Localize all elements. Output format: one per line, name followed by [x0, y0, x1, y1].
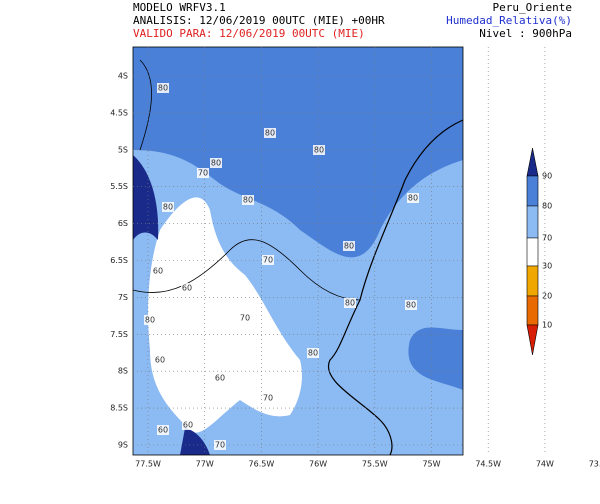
contour-label-bg	[405, 300, 417, 310]
lon-label: 76W	[309, 460, 327, 469]
variable: Humedad_Relativa(%)	[446, 14, 572, 27]
colorbar-label: 20	[542, 292, 552, 301]
contour-label: 80	[406, 301, 416, 310]
contour-label-bg	[144, 315, 156, 325]
region: Peru_Oriente	[493, 1, 572, 14]
map-field	[133, 47, 463, 455]
colorbar-segment	[526, 175, 539, 207]
contour-label-bg	[210, 158, 222, 168]
lat-label: 6.5S	[110, 256, 128, 265]
contour-label: 80	[158, 84, 168, 93]
contour-label: 60	[153, 267, 163, 276]
lon-label: 75.5W	[362, 460, 388, 469]
colorbar-segment	[526, 295, 539, 326]
border	[327, 119, 463, 455]
contour-label-bg	[152, 266, 164, 276]
colorbar-segment	[526, 324, 539, 356]
contour-label-bg	[242, 195, 254, 205]
contour-label: 70	[215, 441, 225, 450]
valid-time: VALIDO PARA: 12/06/2019 00UTC (MIE)	[133, 27, 365, 40]
contour-label-bg	[407, 193, 419, 203]
colorbar-segment	[526, 265, 539, 297]
colorbar-segment	[526, 237, 539, 267]
contour-label: 70	[263, 256, 273, 265]
contour-label: 80	[163, 203, 173, 212]
contour-label: 70	[198, 169, 208, 178]
field-above-90	[133, 155, 159, 240]
lat-label: 8.5S	[110, 404, 128, 413]
colorbar-label: 70	[542, 234, 552, 243]
contour-label: 70	[240, 314, 250, 323]
contour-label-bg	[239, 313, 251, 323]
colorbar-segment	[526, 147, 539, 177]
lat-label: 9S	[118, 441, 128, 450]
contour-label-bg	[157, 425, 169, 435]
contour-label-bg	[307, 348, 319, 358]
contour-label: 80	[408, 194, 418, 203]
border	[133, 239, 361, 301]
contour-label-bg	[313, 145, 325, 155]
lat-label: 4.5S	[110, 108, 128, 117]
colorbar-label: 90	[542, 172, 552, 181]
contour-label: 80	[344, 242, 354, 251]
border	[139, 59, 152, 151]
contour-label-bg	[162, 202, 174, 212]
lon-label: 77W	[196, 460, 214, 469]
contour-label: 80	[345, 299, 355, 308]
lat-label: 5S	[118, 145, 128, 154]
contour-label: 80	[211, 159, 221, 168]
field-below-70	[148, 197, 302, 433]
level: Nivel : 900hPa	[479, 27, 572, 40]
lat-label: 4S	[118, 72, 128, 81]
model: MODELO WRFV3.1	[133, 1, 226, 14]
lat-label: 8S	[118, 367, 128, 376]
contour-label: 60	[215, 374, 225, 383]
contour-label: 80	[243, 196, 253, 205]
contour-label: 70	[263, 394, 273, 403]
contour-label-bg	[182, 420, 194, 430]
contour-label-bg	[262, 255, 274, 265]
contour-label-bg	[214, 373, 226, 383]
contour-label: 60	[155, 356, 165, 365]
contour-label: 80	[145, 316, 155, 325]
contour-label-bg	[181, 283, 193, 293]
lon-label: 74W	[536, 460, 554, 469]
analysis: ANALISIS: 12/06/2019 00UTC (MIE) +00HR	[133, 14, 385, 27]
contour-label-bg	[157, 83, 169, 93]
contour-label: 80	[308, 349, 318, 358]
lon-label: 77.5W	[135, 460, 161, 469]
lon-label: 76.5W	[249, 460, 275, 469]
contour-label-bg	[264, 128, 276, 138]
contour-label-bg	[262, 393, 274, 403]
lon-label: 73.5W	[589, 460, 600, 469]
contour-label: 60	[158, 426, 168, 435]
contour-label-bg	[344, 298, 356, 308]
lon-label: 75W	[422, 460, 440, 469]
contour-label: 60	[182, 284, 192, 293]
colorbar-label: 30	[542, 262, 552, 271]
contour-label: 80	[314, 146, 324, 155]
colorbar-segment	[526, 205, 539, 239]
contour-label-bg	[154, 355, 166, 365]
colorbar-label: 10	[542, 321, 552, 330]
contour-label: 60	[183, 421, 193, 430]
contour-label-bg	[197, 168, 209, 178]
lat-label: 6S	[118, 219, 128, 228]
contour-label-bg	[214, 440, 226, 450]
lat-label: 5.5S	[110, 182, 128, 191]
contour-label: 80	[265, 129, 275, 138]
contour-label-bg	[343, 241, 355, 251]
colorbar-label: 80	[542, 202, 552, 211]
field-above-90	[180, 428, 210, 455]
map-frame	[132, 46, 464, 456]
lon-label: 74.5W	[475, 460, 501, 469]
lat-label: 7S	[118, 293, 128, 302]
lat-label: 7.5S	[110, 330, 128, 339]
